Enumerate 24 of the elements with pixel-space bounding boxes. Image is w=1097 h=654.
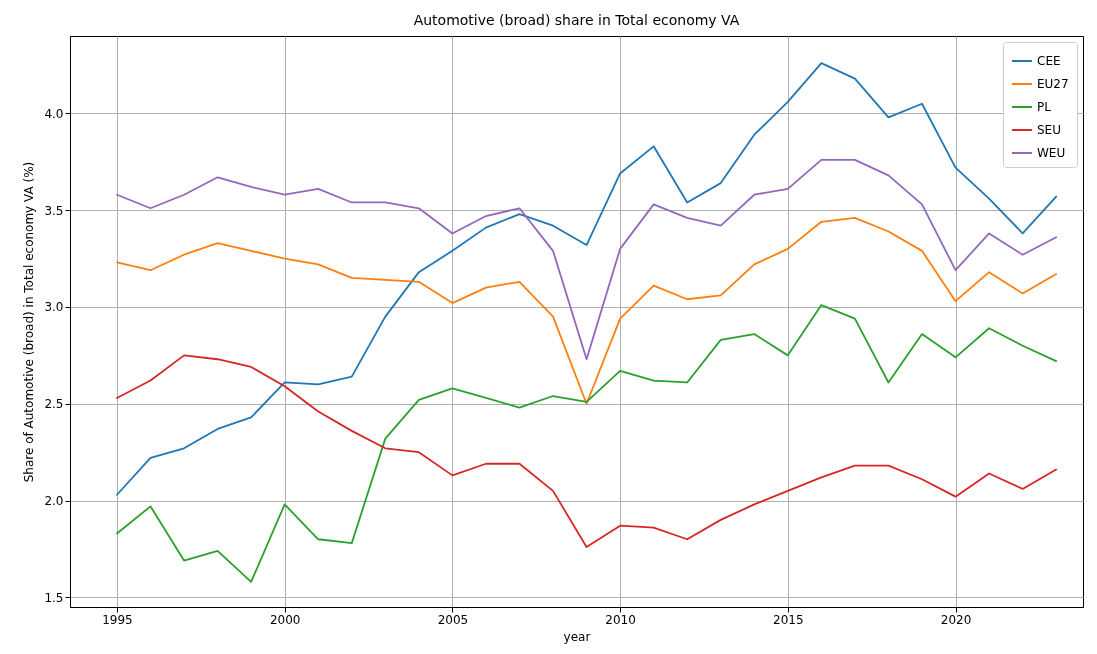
x-tick-label: 1995	[102, 612, 133, 627]
y-tick-label: 2.5	[44, 397, 64, 412]
line-series	[116, 158, 1058, 361]
y-axis-title: Share of Automotive (broad) in Total economy VA (%)	[22, 161, 37, 483]
legend-label: EU27	[1037, 77, 1069, 91]
x-axis-title: year	[563, 629, 591, 644]
legend-label: CEE	[1037, 54, 1061, 68]
line-series	[116, 354, 1058, 548]
line-series	[116, 217, 1058, 405]
legend-label: WEU	[1037, 146, 1066, 160]
x-tick-label: 2010	[605, 612, 636, 627]
y-tick-label: 3.5	[44, 203, 64, 218]
x-tick-label: 2000	[269, 612, 301, 627]
chart-title: Automotive (broad) share in Total economy VA	[413, 12, 740, 28]
y-tick-label: 4.0	[44, 106, 64, 121]
legend-label: PL	[1037, 100, 1052, 114]
legend-label: SEU	[1037, 123, 1061, 137]
y-tick-label: 2.0	[44, 494, 64, 509]
line-series	[116, 304, 1058, 583]
x-tick-label: 2015	[773, 612, 804, 627]
y-tick-label: 3.0	[44, 300, 64, 315]
x-tick-label: 2020	[940, 612, 972, 627]
y-tick-label: 1.5	[44, 590, 64, 605]
x-tick-label: 2005	[437, 612, 469, 627]
